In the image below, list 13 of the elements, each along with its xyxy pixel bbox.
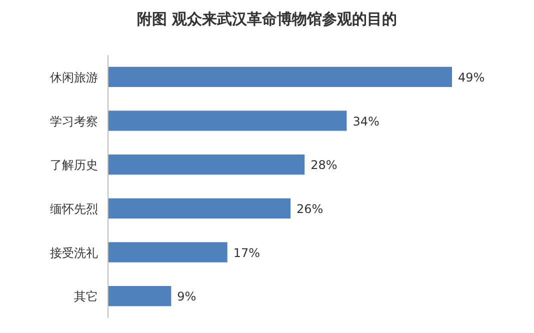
y-tick-label: 了解历史	[50, 158, 98, 172]
data-label: 26%	[296, 202, 324, 216]
y-tick-label: 其它	[74, 290, 98, 304]
data-label: 34%	[352, 114, 380, 128]
y-tick-label: 休闲旅游	[50, 70, 98, 84]
y-tick-label: 接受洗礼	[50, 246, 98, 260]
y-tick-label: 学习考察	[50, 114, 98, 128]
y-tick-label: 缅怀先烈	[50, 202, 98, 216]
data-label: 49%	[458, 70, 485, 84]
data-label: 28%	[310, 158, 338, 172]
chart-title: 附图 观众来武汉革命博物馆参观的目的	[136, 10, 398, 28]
data-label: 9%	[177, 290, 196, 304]
data-label: 17%	[233, 246, 260, 260]
